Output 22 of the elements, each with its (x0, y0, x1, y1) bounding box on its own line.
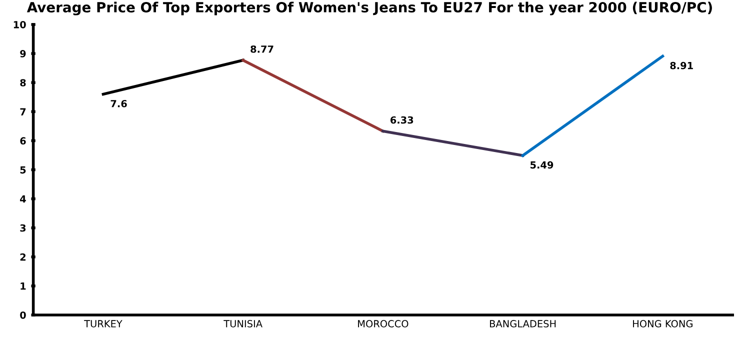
chart-title: Average Price Of Top Exporters Of Women's Jeans To EU27 For the year 2000 (EURO/PC) (26, 2, 712, 16)
x-tick-label: TUNISIA (224, 320, 262, 328)
y-tick-label: 6 (20, 137, 26, 145)
data-label: 8.91 (670, 62, 693, 70)
y-tick-label: 8 (20, 79, 26, 86)
x-tick-label: HONG KONG (633, 320, 692, 328)
y-tick-label: 1 (20, 282, 26, 290)
data-label: 6.33 (390, 116, 414, 124)
data-label: 7.6 (110, 100, 127, 108)
y-tick-label: 5 (20, 166, 26, 174)
x-tick-label: BANGLADESH (490, 320, 556, 328)
y-tick-label: 4 (20, 195, 26, 202)
data-label: 5.49 (530, 161, 554, 169)
x-tick-label: TURKEY (84, 320, 122, 328)
x-tick-label: MOROCCO (358, 320, 408, 328)
y-tick-label: 2 (20, 253, 26, 261)
y-tick-label: 0 (20, 311, 26, 319)
y-tick-label: 10 (14, 20, 26, 28)
y-tick-label: 9 (20, 50, 26, 58)
data-label: 8.77 (250, 45, 274, 53)
y-tick-label: 7 (20, 108, 26, 116)
y-tick-label: 3 (20, 224, 26, 232)
